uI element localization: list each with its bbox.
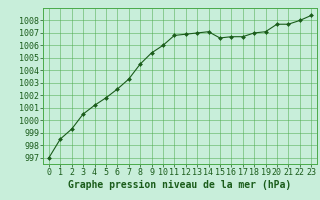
X-axis label: Graphe pression niveau de la mer (hPa): Graphe pression niveau de la mer (hPa) <box>68 180 292 190</box>
